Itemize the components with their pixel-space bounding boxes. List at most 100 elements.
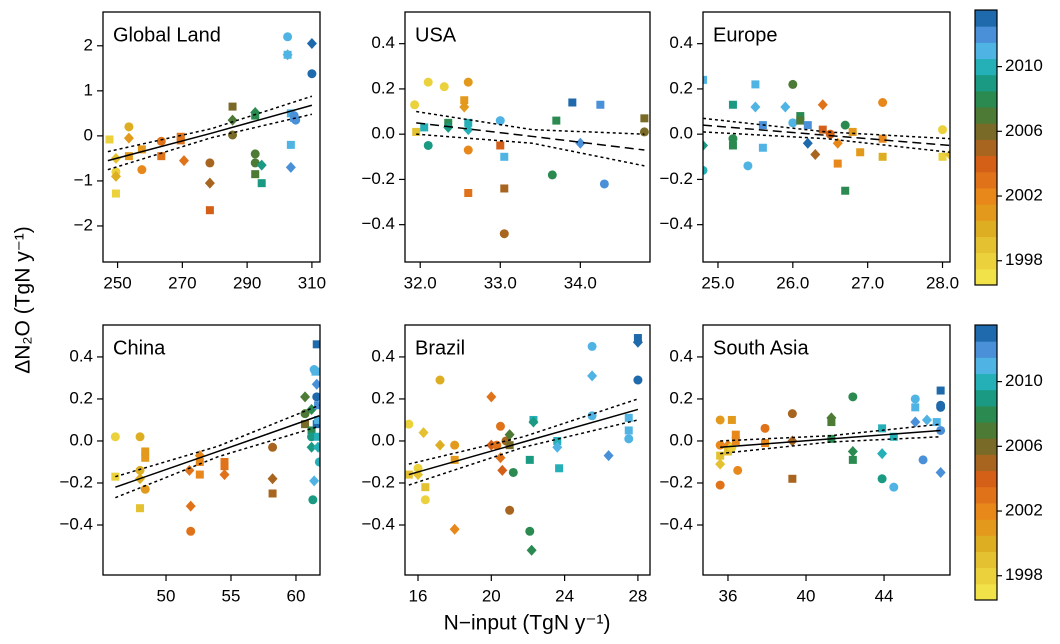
- point-square: [136, 504, 145, 513]
- point-square: [723, 447, 732, 456]
- colorbar-cell: [975, 139, 997, 157]
- y-tick-label: 0.4: [371, 33, 395, 52]
- colorbar-cell: [975, 268, 997, 286]
- y-tick-label: 0.2: [371, 388, 395, 407]
- point-circle: [439, 82, 449, 92]
- point-square: [268, 489, 277, 498]
- y-tick-label: 2: [84, 35, 93, 54]
- x-tick-label: 44: [875, 586, 894, 605]
- point-square: [728, 100, 737, 109]
- point-circle: [639, 127, 649, 137]
- colorbar-cell: [975, 470, 997, 488]
- colorbar-cell: [975, 26, 997, 43]
- point-diamond: [802, 137, 813, 149]
- point-diamond: [787, 435, 798, 447]
- point-circle: [405, 419, 414, 429]
- y-tick-label: −0.4: [361, 514, 395, 533]
- point-diamond: [603, 450, 614, 462]
- point-square: [596, 100, 605, 109]
- colorbar-tick-label: 1998: [1005, 250, 1043, 269]
- point-circle: [848, 392, 858, 402]
- confidence-lower: [703, 131, 950, 154]
- panel-title: South Asia: [713, 337, 810, 359]
- colorbar-tick-label: 2006: [1005, 436, 1043, 455]
- point-square: [301, 420, 310, 429]
- point-square: [195, 470, 204, 479]
- point-diamond: [443, 121, 454, 133]
- y-tick-label: −1: [74, 170, 93, 189]
- point-square: [500, 152, 509, 161]
- point-circle: [788, 118, 798, 128]
- point-square: [796, 116, 805, 125]
- panel: −2 −1 0 1 2 250 270 290 310 Global Land: [74, 11, 326, 292]
- point-circle: [137, 165, 147, 175]
- y-tick-label: 0.4: [69, 346, 93, 365]
- point-diamond: [306, 441, 317, 453]
- point-square: [911, 403, 920, 412]
- confidence-upper: [703, 117, 950, 140]
- point-circle: [435, 375, 445, 385]
- point-diamond: [632, 336, 643, 348]
- point-square: [420, 123, 429, 132]
- point-square: [731, 436, 740, 445]
- point-circle: [840, 120, 850, 130]
- colorbar-cell: [975, 438, 997, 455]
- point-square: [257, 179, 266, 188]
- colorbar-cell: [975, 90, 997, 108]
- point-circle: [715, 415, 725, 425]
- y-tick-label: −0.4: [361, 214, 395, 233]
- y-tick-label: 0.2: [669, 78, 693, 97]
- panel-title: China: [113, 337, 166, 359]
- colorbar-cell: [975, 551, 997, 569]
- point-square: [856, 148, 865, 157]
- point-circle: [787, 409, 797, 419]
- confidence-lower: [115, 425, 320, 499]
- point-circle: [156, 136, 166, 146]
- x-tick-label: 40: [797, 586, 816, 605]
- panel: −0.4 −0.2 0.0 0.2 0.4 32.0 33.0 34.0 USA: [361, 11, 651, 292]
- point-circle: [825, 129, 835, 139]
- colorbar-tick-label: 2002: [1005, 186, 1043, 205]
- point-circle: [307, 69, 317, 79]
- point-circle: [547, 170, 557, 180]
- point-circle: [308, 495, 318, 505]
- colorbar-cell: [975, 74, 997, 92]
- point-circle: [878, 97, 888, 107]
- point-diamond: [219, 469, 230, 481]
- point-circle: [110, 432, 120, 442]
- point-diamond: [715, 458, 726, 470]
- x-tick-label: 270: [168, 273, 196, 292]
- point-square: [803, 121, 812, 130]
- point-circle: [463, 77, 473, 87]
- point-circle: [423, 77, 433, 87]
- y-tick-label: −0.2: [59, 472, 93, 491]
- x-tick-label: 32.0: [404, 273, 437, 292]
- y-tick-label: 1: [84, 80, 93, 99]
- colorbar-tick-label: 2006: [1005, 121, 1043, 140]
- point-circle: [889, 482, 899, 492]
- point-square: [833, 159, 842, 168]
- point-circle: [413, 463, 423, 473]
- colorbar-frame: [974, 324, 998, 601]
- point-circle: [877, 474, 887, 484]
- point-square: [878, 152, 887, 161]
- point-diamond: [832, 137, 843, 149]
- point-circle: [423, 140, 433, 150]
- confidence-upper: [115, 404, 320, 478]
- point-circle: [599, 179, 609, 189]
- points: [703, 75, 950, 195]
- x-tick-label: 290: [233, 273, 261, 292]
- point-diamond: [528, 416, 539, 428]
- point-diamond: [910, 416, 921, 428]
- point-diamond: [459, 101, 470, 113]
- y-axis-label: ΔN₂O (TgN y⁻¹): [12, 226, 35, 374]
- point-square: [788, 474, 797, 483]
- point-square: [496, 141, 505, 150]
- colorbar-cell: [975, 486, 997, 504]
- point-diamond: [285, 161, 296, 173]
- point-square: [751, 80, 760, 89]
- colorbar-cell: [975, 373, 997, 391]
- panel-title: Global Land: [113, 24, 221, 46]
- panel: −0.4 −0.2 0.0 0.2 0.4 25.0 26.0 27.0 28.0 Europe: [659, 11, 959, 292]
- points: [105, 32, 317, 215]
